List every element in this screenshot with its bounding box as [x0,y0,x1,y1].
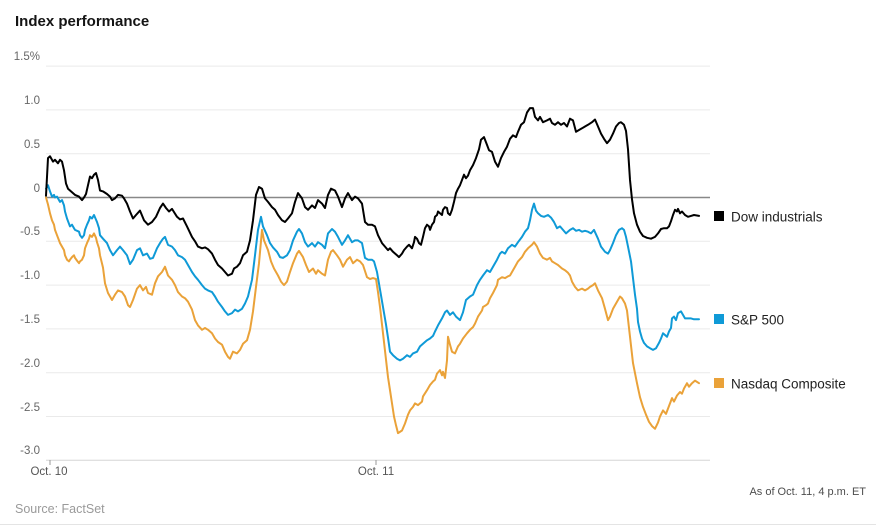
y-axis-tick-label: 1.0 [24,94,40,107]
y-axis-tick-label: 0.5 [24,138,40,151]
legend-label: Nasdaq Composite [731,376,846,392]
y-axis-tick-label: -1.0 [20,270,40,283]
y-axis-tick-label: 0 [33,182,40,195]
legend-label: S&P 500 [731,312,785,328]
dow-industrials-swatch-icon [714,210,724,221]
as-of-note: As of Oct. 11, 4 p.m. ET [749,486,866,498]
legend-item-nasdaq-composite: Nasdaq Composite [714,375,846,392]
y-axis-tick-label: -2.5 [20,401,40,414]
legend-label: Dow industrials [731,209,823,225]
sp500-swatch-icon [714,314,724,325]
series-line-dow-industrials [45,107,700,277]
y-axis-tick-label: -3.0 [20,445,40,458]
legend-item-dow-industrials: Dow industrials [714,208,823,225]
source-note: Source: FactSet [15,502,105,516]
nasdaq-composite-swatch-icon [714,377,724,388]
page-title: Index performance [15,13,150,30]
y-axis-tick-label: -1.5 [20,313,40,326]
y-axis-tick-label: 1.5% [13,51,40,64]
x-axis-label-oct10: Oct. 10 [30,466,68,478]
bottom-divider [0,524,876,525]
y-axis-tick-label: -0.5 [20,226,40,239]
x-axis-label-oct11: Oct. 11 [357,466,395,478]
series-line-nasdaq-composite [45,196,700,435]
legend-item-sp500: S&P 500 [714,311,785,328]
series-line-s-p-500 [45,184,700,362]
y-axis-tick-label: -2.0 [20,357,40,370]
